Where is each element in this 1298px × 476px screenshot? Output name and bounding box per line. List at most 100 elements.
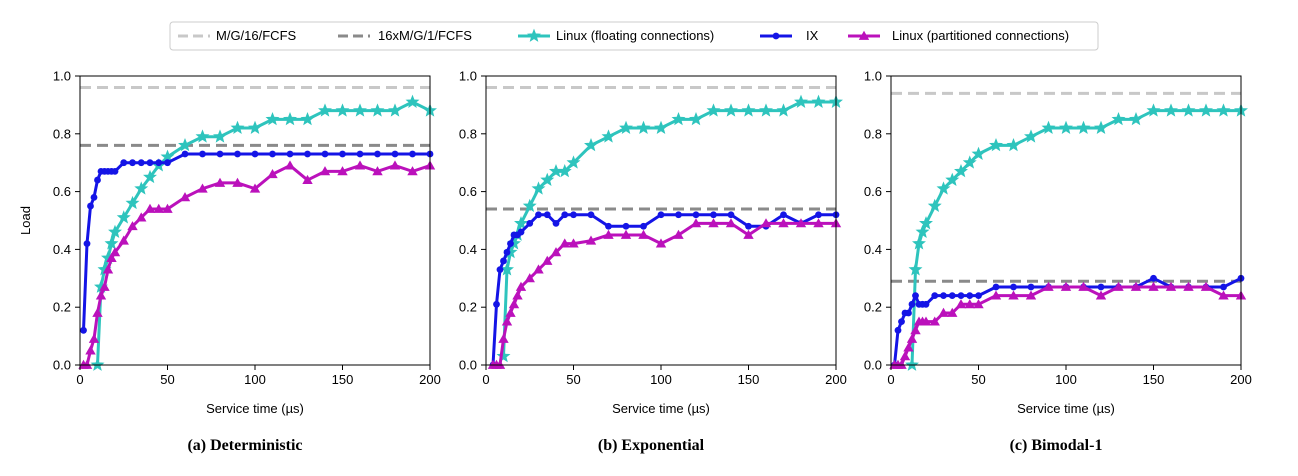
- data-point: [232, 177, 243, 187]
- x-axis-label: Service time (µs): [612, 401, 710, 416]
- data-point: [673, 229, 684, 239]
- data-point: [92, 307, 103, 317]
- data-point: [813, 218, 824, 228]
- data-point: [1041, 120, 1056, 134]
- plot-frame: [890, 75, 1242, 366]
- data-point: [585, 235, 597, 245]
- data-point: [337, 166, 348, 176]
- data-point: [1024, 129, 1038, 143]
- data-point: [199, 150, 206, 158]
- data-point: [1008, 290, 1019, 300]
- data-point: [249, 183, 261, 193]
- data-point: [533, 264, 544, 274]
- x-tick-label: 100: [244, 372, 266, 387]
- data-point: [143, 169, 157, 184]
- data-point: [989, 138, 1003, 152]
- data-point: [638, 229, 649, 239]
- data-point: [83, 240, 91, 248]
- x-axis-label: Service time (µs): [206, 401, 304, 416]
- data-point: [794, 94, 808, 108]
- y-tick-label: 0.8: [864, 126, 882, 141]
- x-tick-label: 0: [482, 372, 489, 387]
- data-point: [727, 211, 735, 219]
- data-point: [759, 103, 773, 117]
- data-point: [531, 181, 546, 195]
- data-point: [1078, 281, 1089, 291]
- data-point: [927, 198, 942, 212]
- series: [889, 281, 1247, 369]
- data-point: [710, 211, 717, 219]
- x-tick-label: 50: [566, 372, 580, 387]
- data-point: [689, 112, 703, 126]
- data-point: [896, 359, 907, 369]
- data-point: [990, 290, 1002, 300]
- data-point: [741, 103, 756, 117]
- data-point: [501, 316, 513, 326]
- series: [905, 103, 1248, 371]
- data-point: [181, 150, 189, 158]
- y-tick-label: 0.2: [864, 300, 882, 315]
- data-point: [129, 159, 136, 167]
- chart-panel: 0 50 100 150 200 0.0 0.2 0.4 0.6 0.8 1.0 Service ti…: [459, 69, 847, 455]
- data-point: [922, 300, 930, 308]
- data-point: [568, 238, 579, 248]
- data-point: [164, 159, 171, 167]
- legend-marker: [527, 28, 541, 42]
- data-point: [283, 112, 297, 126]
- data-point: [915, 224, 930, 238]
- data-point: [903, 342, 914, 352]
- data-point: [106, 252, 117, 262]
- x-tick-label: 150: [332, 372, 354, 387]
- data-point: [407, 166, 418, 176]
- y-tick-label: 0.4: [864, 242, 882, 257]
- data-point: [214, 177, 226, 187]
- series-line: [491, 213, 836, 366]
- x-tick-label: 200: [1230, 372, 1252, 387]
- data-point: [321, 150, 329, 158]
- data-point: [1111, 112, 1126, 126]
- y-tick-label: 0.0: [53, 358, 71, 373]
- y-tick-label: 0.6: [864, 184, 882, 199]
- data-point: [966, 292, 974, 300]
- chart-panel: 0 50 100 150 200 0.0 0.2 0.4 0.6 0.8 1.0 Service ti…: [18, 69, 441, 455]
- data-point: [508, 299, 520, 309]
- data-point: [971, 146, 986, 160]
- data-point: [507, 240, 514, 248]
- data-point: [894, 326, 902, 334]
- y-tick-label: 1.0: [459, 69, 477, 84]
- data-point: [655, 238, 667, 248]
- x-tick-label: 0: [76, 372, 83, 387]
- legend-label: 16xM/G/1/FCFS: [378, 28, 472, 43]
- data-point: [605, 222, 612, 230]
- data-point: [954, 164, 968, 178]
- data-point: [304, 150, 311, 158]
- series: [496, 94, 843, 363]
- data-point: [195, 129, 210, 143]
- data-point: [494, 359, 506, 369]
- data-point: [908, 300, 916, 308]
- data-point: [1027, 283, 1035, 291]
- legend-label: Linux (floating connections): [556, 28, 714, 43]
- data-point: [144, 203, 156, 213]
- data-point: [543, 211, 551, 219]
- data-point: [269, 150, 276, 158]
- x-tick-label: 50: [160, 372, 174, 387]
- data-point: [1183, 281, 1194, 291]
- data-point: [905, 309, 912, 317]
- data-point: [95, 290, 107, 300]
- data-point: [116, 210, 131, 224]
- data-point: [1218, 290, 1229, 300]
- data-point: [1097, 283, 1105, 291]
- data-point: [514, 216, 528, 230]
- data-point: [213, 129, 227, 143]
- data-point: [515, 281, 527, 291]
- data-point: [300, 112, 315, 126]
- data-point: [908, 262, 923, 276]
- panel-caption: (a) Deterministic: [187, 437, 302, 454]
- series-line: [894, 285, 1241, 367]
- data-point: [566, 155, 581, 169]
- data-point: [898, 318, 905, 326]
- data-point: [745, 222, 752, 230]
- data-point: [992, 283, 1000, 291]
